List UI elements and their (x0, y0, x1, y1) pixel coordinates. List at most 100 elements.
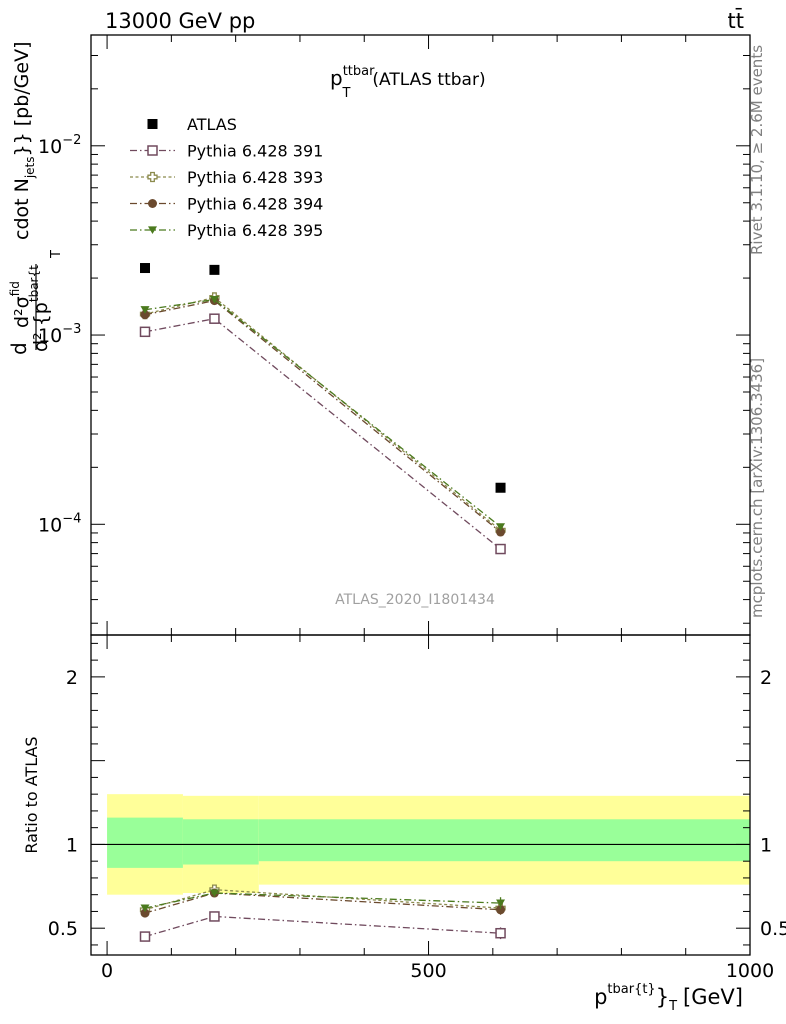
tick-base: 10 (38, 514, 62, 536)
ratio-y-tick-label-right: 2 (760, 667, 772, 689)
stat-uncertainty-band (182, 819, 259, 865)
legend-marker (147, 119, 158, 129)
ratio-y-tick-label-left: 1 (66, 834, 78, 856)
ratio-data-point (496, 899, 506, 908)
legend: ATLAS Pythia 6.428 391 Pythia 6.428 393 Pyt… (130, 115, 323, 240)
data-point (495, 482, 506, 493)
series-line (144, 296, 501, 531)
x-axis-label: ptbar{t}}T [GeV] (594, 982, 743, 1014)
data-point (140, 310, 150, 320)
ylabel-d: d (7, 342, 31, 355)
tick-exponent: −4 (62, 511, 81, 526)
process-label: 13000 GeV pp (105, 9, 255, 33)
ratio-series-group (139, 884, 506, 942)
series-line (144, 299, 501, 533)
data-point (140, 306, 150, 314)
legend-marker (148, 226, 157, 235)
tick-base: 10 (38, 325, 62, 347)
plot-title: pttbar T (ATLAS ttbar) (330, 64, 486, 101)
legend-label: Pythia 6.428 391 (187, 142, 323, 161)
main-panel: 10−410−310−2 pttbar T(ATLAS ttbar) ATLAS_… (7, 34, 751, 636)
main-y-tick-label: 10−3 (38, 322, 81, 347)
data-point (139, 326, 151, 338)
ratio-series-line (144, 915, 501, 938)
ylabel-jets: jets (23, 156, 37, 179)
ratio-series-line (144, 892, 501, 909)
ylabel-denominator: d² {p (30, 302, 52, 352)
ratio-y-tick-label-left: 0.5 (48, 918, 78, 940)
xlabel-sub: T (668, 999, 677, 1014)
main-axis-ticks (91, 35, 751, 635)
ratio-panel: 0.5 0.5 1 1 2 2 0 500 1000 Ratio to ATLAS ptbar{… (22, 634, 786, 1014)
legend-marker (148, 199, 157, 208)
legend-entry: Pythia 6.428 393 (130, 168, 323, 187)
tick-exponent: −2 (62, 133, 81, 148)
main-y-axis-label: d d²σfid d² {ptbar{t T cdot Njets}} [pb/… (7, 41, 64, 355)
ratio-y-tick-label-left: 2 (66, 667, 78, 689)
ratio-y-axis-label: Ratio to ATLAS (22, 736, 41, 853)
ratio-x-tick-label: 500 (410, 960, 446, 982)
title-rest: (ATLAS ttbar) (372, 70, 485, 90)
legend-label: ATLAS (187, 115, 237, 134)
tick-exponent: −3 (62, 322, 81, 337)
ratio-data-point (495, 927, 506, 939)
title-sub: T (341, 86, 350, 101)
ylabel-cdot: cdot N (11, 178, 33, 240)
xlabel-close: } (656, 985, 669, 1009)
data-point (209, 295, 219, 304)
series-line (144, 298, 501, 528)
legend-entry: ATLAS (147, 115, 237, 134)
data-point (140, 263, 151, 274)
ratio-x-tick-label: 1000 (726, 960, 774, 982)
uncertainty-bands (91, 794, 750, 895)
legend-marker (147, 171, 158, 183)
ratio-tick-labels: 0.5 0.5 1 1 2 2 0 500 1000 (48, 667, 786, 982)
main-y-tick-label: 10−2 (38, 133, 81, 158)
legend-marker (147, 145, 158, 156)
xlabel-unit: [GeV] (683, 985, 743, 1009)
svg-text:d²σfid: d²σfid (8, 281, 33, 328)
series-line (144, 318, 501, 550)
stat-uncertainty-band (107, 817, 183, 868)
ratio-data-point (496, 905, 506, 915)
xlabel-p: p (594, 985, 607, 1009)
main-series-group (139, 263, 506, 555)
ratio-panel-frame (90, 634, 751, 956)
legend-label: Pythia 6.428 394 (187, 195, 323, 214)
ratio-axis-ticks (91, 635, 751, 955)
ratio-x-tick-label: 0 (101, 960, 113, 982)
ratio-data-point (209, 911, 220, 922)
ratio-data-point (140, 904, 150, 913)
ylabel-den-sub: T (49, 250, 64, 259)
svg-text:d: d (7, 342, 31, 355)
legend-entry: Pythia 6.428 391 (130, 142, 323, 161)
data-point (209, 313, 220, 324)
ylabel-fid: fid (8, 281, 22, 296)
data-point (495, 543, 506, 555)
title-sup: ttbar (343, 64, 375, 79)
data-point (496, 527, 506, 537)
svg-text:cdot Njets}} [pb/GeV]: cdot Njets}} [pb/GeV] (11, 41, 37, 240)
svg-text:d² {ptbar{t: d² {ptbar{t (27, 265, 52, 352)
ratio-data-point (209, 889, 219, 898)
legend-label: Pythia 6.428 395 (187, 221, 323, 240)
ratio-series-line (144, 892, 501, 914)
title-main: p (330, 66, 343, 90)
stat-uncertainty-band (258, 819, 750, 862)
tick-base: 10 (38, 136, 62, 158)
ratio-y-tick-label-right: 1 (760, 834, 772, 856)
main-y-tick-labels: 10−410−310−2 (38, 133, 81, 536)
legend-entry: Pythia 6.428 395 (130, 221, 323, 240)
ylabel-unit: }} [pb/GeV] (11, 41, 33, 156)
main-y-tick-label: 10−4 (38, 511, 81, 536)
svg-text:T: T (49, 250, 64, 259)
mcplots-label: mcplots.cern.ch [arXiv:1306.3436] (748, 358, 766, 618)
legend-label: Pythia 6.428 393 (187, 168, 323, 187)
ylabel-den-sup: tbar{t (27, 265, 41, 302)
ratio-data-point (140, 908, 150, 918)
ratio-y-tick-label-right: 0.5 (760, 918, 786, 940)
analysis-watermark: ATLAS_2020_I1801434 (335, 592, 495, 608)
data-point (209, 264, 220, 275)
final-state-label: tt̄ (728, 8, 744, 33)
